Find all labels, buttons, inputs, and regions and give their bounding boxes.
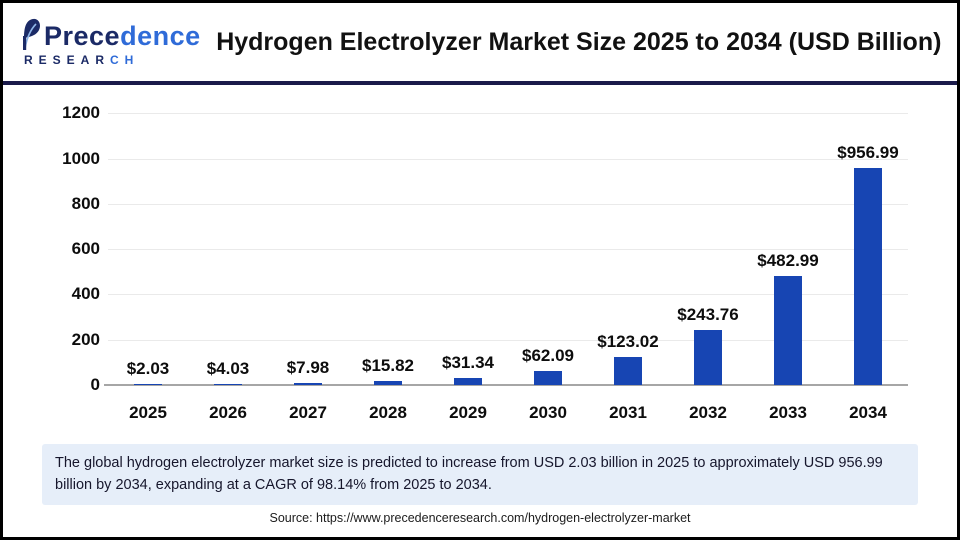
logo-text-part2: dence	[120, 21, 201, 51]
gridline	[108, 339, 908, 341]
y-axis-tick-label: 400	[71, 284, 100, 304]
precedence-logo: Prece dence RESEARCH	[3, 18, 201, 66]
bar-2026	[214, 384, 242, 385]
x-axis-tick-label: 2028	[369, 403, 407, 422]
y-axis-tick-label: 1000	[62, 148, 100, 168]
bar-2031	[614, 357, 642, 385]
source-line: Source: https://www.precedenceresearch.c…	[269, 511, 691, 525]
bar-2034	[854, 168, 882, 385]
bar-value-label: $2.03	[126, 359, 170, 378]
bar-2033	[774, 275, 802, 385]
x-axis-tick-label: 2034	[849, 403, 887, 422]
x-axis-tick-label: 2032	[689, 403, 727, 422]
bar-value-label: $62.09	[522, 345, 574, 365]
bar-2025	[134, 384, 162, 385]
x-axis-tick-label: 2031	[609, 403, 647, 422]
y-axis-tick-label: 800	[71, 193, 100, 213]
title-wrap: Hydrogen Electrolyzer Market Size 2025 t…	[201, 28, 957, 57]
x-axis-tick-label: 2026	[209, 403, 247, 422]
gridline	[108, 158, 908, 160]
logo-subtitle-part2: CH	[110, 53, 140, 67]
x-axis-line	[104, 384, 908, 386]
bar-value-label: $4.03	[206, 359, 250, 378]
header-divider	[3, 81, 957, 85]
x-axis-tick-label: 2025	[129, 403, 167, 422]
gridline	[108, 203, 908, 205]
bar-value-label: $482.99	[757, 250, 819, 270]
bar-2027	[294, 383, 322, 385]
page-title: Hydrogen Electrolyzer Market Size 2025 t…	[216, 27, 942, 56]
bar-2032	[694, 329, 722, 385]
gridline	[108, 249, 908, 251]
bar-2028	[374, 381, 402, 385]
bar-chart: 0 200 400 600 800 1000 1200 $2.03 2025 $4.03 2026 $…	[3, 85, 957, 435]
summary-callout: The global hydrogen electrolyzer market …	[42, 444, 918, 505]
bar-value-label: $123.02	[597, 332, 659, 352]
bar-value-label: $956.99	[837, 143, 899, 163]
x-axis-tick-label: 2033	[769, 403, 807, 422]
leaf-p-icon	[23, 18, 40, 50]
bar-value-label: $7.98	[286, 358, 330, 378]
logo-subtitle-part1: RESEAR	[24, 53, 111, 67]
x-axis-tick-label: 2027	[289, 403, 327, 422]
x-axis-tick-label: 2029	[449, 403, 487, 422]
bar-2030	[534, 370, 562, 385]
y-axis-tick-label: 600	[71, 239, 100, 259]
gridline	[108, 294, 908, 296]
x-axis-tick-label: 2030	[529, 403, 567, 422]
logo-subtitle: RESEARCH	[21, 54, 201, 66]
gridline	[108, 113, 908, 115]
header: Prece dence RESEARCH Hydrogen Electrolyze…	[3, 3, 957, 81]
bar-value-label: $31.34	[442, 352, 494, 372]
bar-value-label: $15.82	[362, 356, 414, 376]
y-axis-tick-label: 0	[90, 375, 100, 394]
y-axis-tick-label: 1200	[62, 103, 100, 123]
bar-2029	[454, 377, 482, 385]
logo-wordmark: Prece dence	[21, 18, 201, 50]
y-axis-tick-label: 200	[71, 329, 100, 349]
logo-text-part1: Prece	[44, 21, 121, 51]
bar-value-label: $243.76	[677, 304, 739, 324]
